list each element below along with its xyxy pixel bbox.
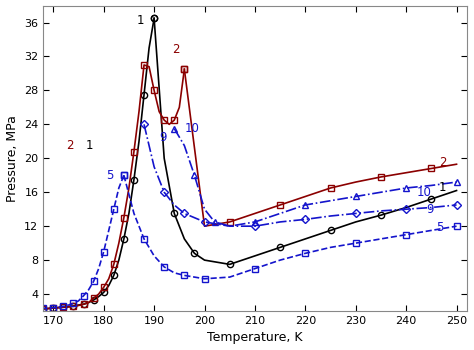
Text: 1: 1 [439,182,447,195]
Text: 1: 1 [86,139,93,152]
X-axis label: Temperature, K: Temperature, K [207,331,303,344]
Text: 9: 9 [426,203,434,216]
Text: 10: 10 [416,186,431,199]
Text: 2: 2 [66,139,73,152]
Text: 10: 10 [184,122,199,135]
Text: 2: 2 [172,43,179,56]
Text: 5: 5 [437,221,444,234]
Text: 2: 2 [439,156,447,169]
Text: 9: 9 [159,131,167,144]
Y-axis label: Pressure, MPa: Pressure, MPa [6,115,18,202]
Text: 1: 1 [137,14,144,27]
Text: 5: 5 [106,169,114,182]
